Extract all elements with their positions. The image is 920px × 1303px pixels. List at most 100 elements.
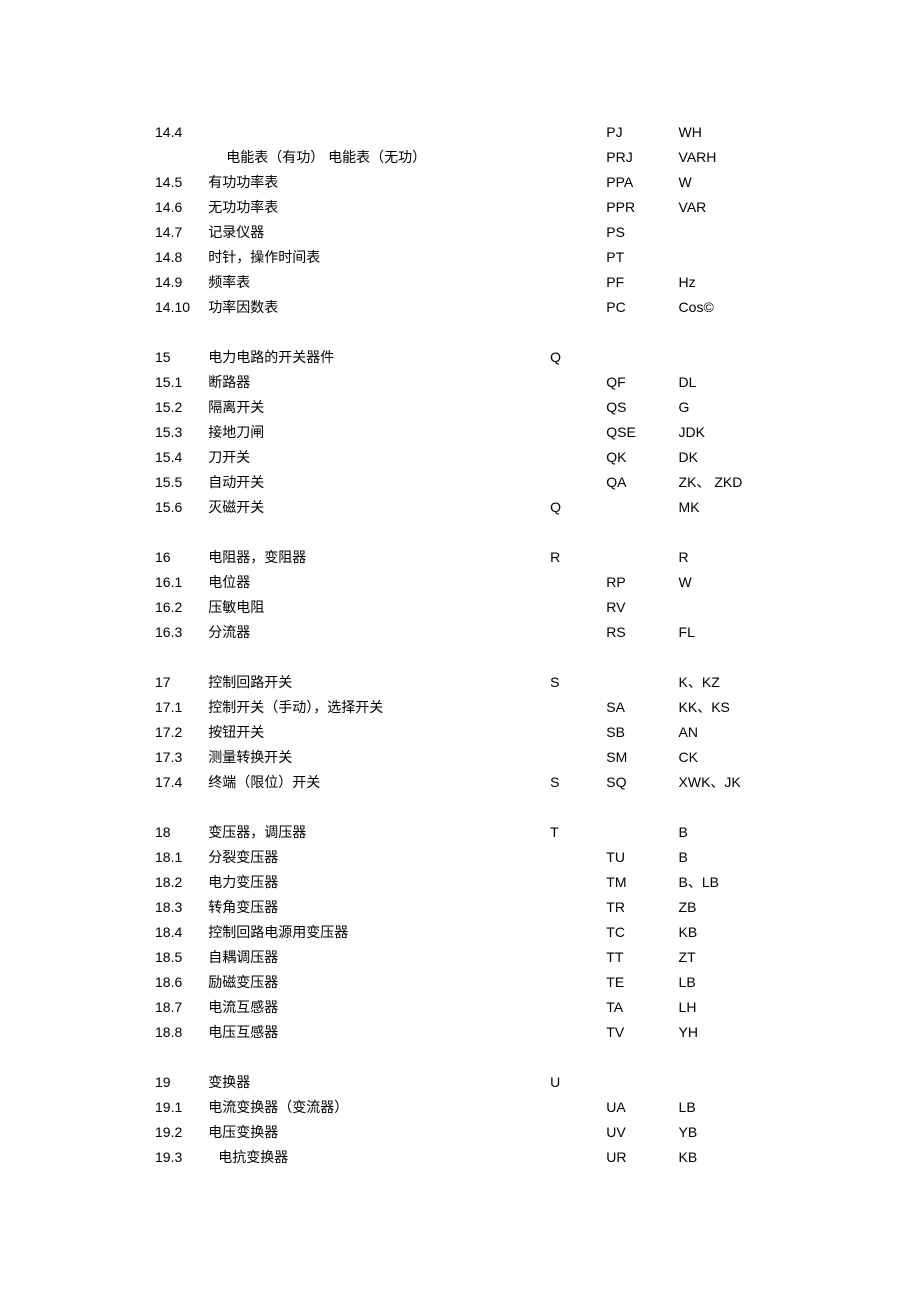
- row-code-legacy: KK、KS: [679, 695, 763, 720]
- page-container: 14.4PJWH电能表（有功） 电能表（无功）PRJVARH14.5有功功率表P…: [0, 0, 920, 1303]
- table-row: 16电阻器，变阻器RR: [155, 545, 763, 570]
- spacer-cell: [606, 520, 678, 545]
- row-number: 17: [155, 670, 208, 695]
- row-number: 15.4: [155, 445, 208, 470]
- row-number: 19.3: [155, 1145, 208, 1170]
- row-number: 18.8: [155, 1020, 208, 1045]
- row-name: 电流互感器: [208, 995, 550, 1020]
- row-name: 分流器: [208, 620, 550, 645]
- row-number: 16: [155, 545, 208, 570]
- row-code-primary: [550, 170, 606, 195]
- row-code-legacy: LB: [679, 1095, 763, 1120]
- row-code-legacy: Hz: [679, 270, 763, 295]
- row-code-secondary: [606, 495, 678, 520]
- row-code-secondary: SQ: [606, 770, 678, 795]
- table-row: [155, 1045, 763, 1070]
- table-row: 14.9频率表PFHz: [155, 270, 763, 295]
- spacer-cell: [155, 1170, 208, 1195]
- row-number: 18.1: [155, 845, 208, 870]
- row-code-legacy: [679, 220, 763, 245]
- row-name: 功率因数表: [208, 295, 550, 320]
- spacer-cell: [550, 795, 606, 820]
- row-code-legacy: YB: [679, 1120, 763, 1145]
- row-number: 18.3: [155, 895, 208, 920]
- row-name: [208, 120, 550, 145]
- row-code-legacy: FL: [679, 620, 763, 645]
- row-name: 断路器: [208, 370, 550, 395]
- row-code-primary: [550, 1020, 606, 1045]
- spacer-cell: [550, 1045, 606, 1070]
- row-number: 15.6: [155, 495, 208, 520]
- row-number: 14.9: [155, 270, 208, 295]
- row-number: 14.6: [155, 195, 208, 220]
- row-number: 18.6: [155, 970, 208, 995]
- row-number: 19.1: [155, 1095, 208, 1120]
- row-name: 控制回路开关: [208, 670, 550, 695]
- row-name: 电力变压器: [208, 870, 550, 895]
- row-name: 电压互感器: [208, 1020, 550, 1045]
- row-name: 隔离开关: [208, 395, 550, 420]
- spacer-cell: [550, 520, 606, 545]
- row-code-secondary: PPA: [606, 170, 678, 195]
- row-name: 变换器: [208, 1070, 550, 1095]
- row-number: 15.5: [155, 470, 208, 495]
- row-code-legacy: W: [679, 170, 763, 195]
- spacer-cell: [155, 320, 208, 345]
- table-row: [155, 320, 763, 345]
- row-code-legacy: AN: [679, 720, 763, 745]
- row-name: 电流变换器（变流器）: [208, 1095, 550, 1120]
- table-row: 14.4PJWH: [155, 120, 763, 145]
- row-name: 频率表: [208, 270, 550, 295]
- row-code-secondary: UR: [606, 1145, 678, 1170]
- row-code-secondary: UA: [606, 1095, 678, 1120]
- row-name: 控制回路电源用变压器: [208, 920, 550, 945]
- row-code-legacy: YH: [679, 1020, 763, 1045]
- table-row: 19.3电抗变换器URKB: [155, 1145, 763, 1170]
- row-code-secondary: SA: [606, 695, 678, 720]
- row-code-primary: [550, 195, 606, 220]
- row-number: 17.4: [155, 770, 208, 795]
- table-row: 15.3接地刀闸QSEJDK: [155, 420, 763, 445]
- row-code-primary: [550, 145, 606, 170]
- row-code-legacy: B: [679, 845, 763, 870]
- row-name: 转角变压器: [208, 895, 550, 920]
- row-code-legacy: K、KZ: [679, 670, 763, 695]
- spacer-cell: [679, 795, 763, 820]
- row-code-primary: [550, 595, 606, 620]
- table-row: [155, 645, 763, 670]
- row-code-secondary: TA: [606, 995, 678, 1020]
- row-name: 控制开关（手动），选择开关: [208, 695, 550, 720]
- row-code-secondary: RV: [606, 595, 678, 620]
- row-name: 灭磁开关: [208, 495, 550, 520]
- row-code-secondary: [606, 670, 678, 695]
- row-name: 接地刀闸: [208, 420, 550, 445]
- row-code-primary: [550, 445, 606, 470]
- row-code-primary: [550, 845, 606, 870]
- spacer-cell: [155, 1045, 208, 1070]
- row-code-primary: U: [550, 1070, 606, 1095]
- row-code-primary: S: [550, 670, 606, 695]
- row-number: 16.3: [155, 620, 208, 645]
- row-code-primary: [550, 245, 606, 270]
- row-code-primary: [550, 1145, 606, 1170]
- table-row: 19.2电压变换器UVYB: [155, 1120, 763, 1145]
- row-number: 14.5: [155, 170, 208, 195]
- table-row: 19.1电流变换器（变流器） UALB: [155, 1095, 763, 1120]
- table-row: 15电力电路的开关器件Q: [155, 345, 763, 370]
- row-number: 17.3: [155, 745, 208, 770]
- table-row: 17.2按钮开关SBAN: [155, 720, 763, 745]
- row-number: 18.7: [155, 995, 208, 1020]
- row-name: 按钮开关: [208, 720, 550, 745]
- table-row: 电能表（有功） 电能表（无功）PRJVARH: [155, 145, 763, 170]
- row-name: 电阻器，变阻器: [208, 545, 550, 570]
- table-row: [155, 1170, 763, 1195]
- row-code-primary: [550, 895, 606, 920]
- row-number: 19.2: [155, 1120, 208, 1145]
- row-number: [155, 145, 208, 170]
- row-name: 时针，操作时间表: [208, 245, 550, 270]
- row-code-secondary: PS: [606, 220, 678, 245]
- row-code-legacy: G: [679, 395, 763, 420]
- spacer-cell: [208, 520, 550, 545]
- spacer-cell: [679, 520, 763, 545]
- row-code-legacy: DK: [679, 445, 763, 470]
